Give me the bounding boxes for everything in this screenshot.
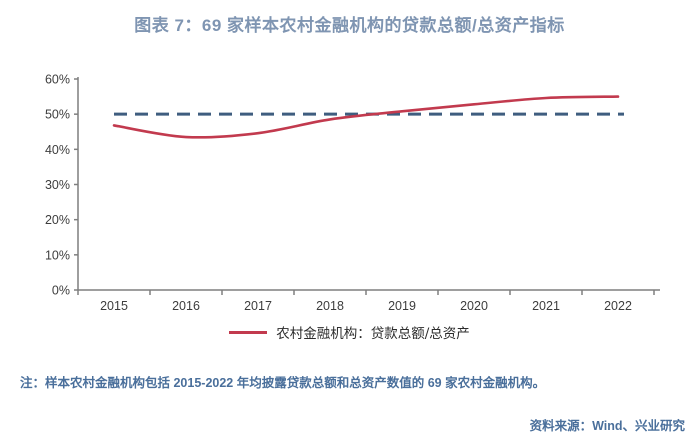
y-tick-label: 20% [45, 213, 70, 227]
legend-label: 农村金融机构：贷款总额/总资产 [276, 326, 470, 342]
line-chart: 0% 10% 20% 30% 40% 50% 60% 2015 2016 2017 2018 2019… [45, 73, 660, 313]
series-line-loan-to-assets [112, 95, 620, 139]
source-credit: 资料来源：Wind、兴业研究 [529, 419, 685, 433]
y-tick-label: 50% [45, 108, 70, 122]
x-tick-label: 2017 [244, 299, 272, 313]
x-tick-label: 2018 [316, 299, 344, 313]
y-tick-label: 30% [45, 178, 70, 192]
legend: 农村金融机构：贷款总额/总资产 [0, 322, 699, 342]
y-tick-label: 40% [45, 143, 70, 157]
x-tick-label: 2020 [460, 299, 488, 313]
chart-title: 图表 7：69 家样本农村金融机构的贷款总额/总资产指标 [134, 16, 565, 35]
legend-line-marker [229, 330, 268, 334]
footnote: 注：样本农村金融机构包括 2015-2022 年均披露贷款总额和总资产数值的 6… [20, 376, 546, 390]
y-tick-label: 10% [45, 248, 70, 262]
x-tick-label: 2015 [100, 299, 128, 313]
x-tick-label: 2016 [172, 299, 200, 313]
x-tick-label: 2021 [532, 299, 560, 313]
x-tick-label: 2022 [604, 299, 632, 313]
y-tick-label: 60% [45, 73, 70, 87]
x-tick-label: 2019 [388, 299, 416, 313]
y-tick-label: 0% [52, 284, 70, 298]
